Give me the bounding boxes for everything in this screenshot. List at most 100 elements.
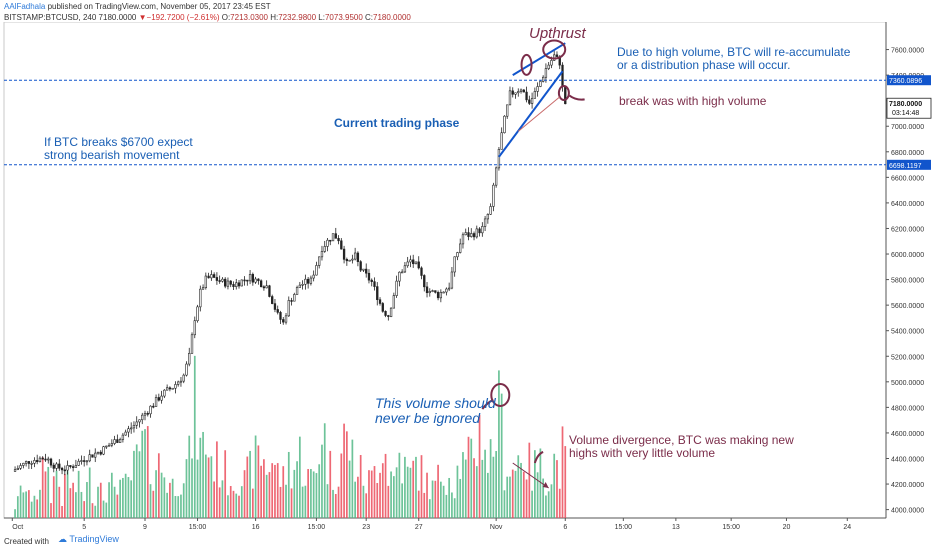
candle[interactable] [301, 283, 304, 286]
candle[interactable] [262, 286, 266, 289]
candle[interactable] [182, 374, 185, 382]
candle[interactable] [445, 288, 448, 293]
volume-bar[interactable] [473, 458, 475, 518]
volume-bar[interactable] [318, 464, 321, 518]
volume-bar[interactable] [345, 431, 348, 518]
candle[interactable] [434, 290, 437, 293]
volume-bar[interactable] [359, 455, 362, 518]
candle[interactable] [295, 287, 299, 295]
candle[interactable] [334, 233, 337, 239]
volume-bar[interactable] [456, 465, 459, 518]
candle[interactable] [459, 243, 462, 253]
candle[interactable] [530, 97, 534, 104]
candle[interactable] [287, 300, 290, 317]
volume-bar[interactable] [451, 492, 453, 518]
candle[interactable] [36, 460, 39, 462]
candle[interactable] [528, 99, 531, 104]
candle[interactable] [113, 439, 116, 444]
candle[interactable] [85, 460, 89, 463]
volume-bar[interactable] [119, 479, 121, 518]
volume-bar[interactable] [464, 459, 467, 518]
volume-bar[interactable] [495, 451, 498, 518]
candle[interactable] [110, 443, 113, 446]
candle[interactable] [420, 267, 423, 276]
candle[interactable] [177, 381, 180, 385]
volume-bar[interactable] [202, 431, 204, 518]
candle[interactable] [456, 252, 459, 258]
candle[interactable] [378, 299, 382, 304]
volume-bar[interactable] [420, 455, 423, 518]
candle[interactable] [464, 232, 467, 236]
candle[interactable] [326, 239, 329, 247]
volume-bar[interactable] [188, 435, 191, 518]
candle[interactable] [318, 256, 321, 266]
candle[interactable] [533, 91, 537, 99]
volume-bar[interactable] [36, 499, 39, 518]
volume-bar[interactable] [484, 449, 486, 518]
candle[interactable] [304, 278, 307, 285]
volume-bar[interactable] [517, 455, 520, 518]
candle[interactable] [259, 280, 263, 288]
candle[interactable] [367, 272, 371, 281]
volume-bar[interactable] [207, 457, 210, 518]
volume-bar[interactable] [39, 489, 41, 518]
candle[interactable] [439, 291, 443, 299]
volume-bar[interactable] [379, 472, 381, 518]
tradingview-logo[interactable]: ☁ TradingView [58, 534, 119, 544]
candle[interactable] [44, 458, 47, 461]
volume-bar[interactable] [437, 464, 439, 518]
volume-bar[interactable] [91, 503, 94, 518]
volume-bar[interactable] [467, 436, 470, 518]
candle[interactable] [83, 460, 86, 462]
candle[interactable] [116, 439, 119, 443]
volume-bar[interactable] [439, 481, 442, 518]
volume-bar[interactable] [445, 494, 448, 518]
candle[interactable] [94, 452, 97, 458]
candle[interactable] [472, 233, 476, 238]
volume-bar[interactable] [503, 490, 506, 518]
volume-bar[interactable] [357, 476, 359, 518]
volume-bar[interactable] [362, 485, 365, 518]
candle[interactable] [348, 259, 351, 262]
candle[interactable] [500, 132, 503, 150]
volume-bar[interactable] [116, 494, 119, 518]
volume-bar[interactable] [44, 471, 47, 518]
candle[interactable] [417, 261, 420, 269]
candle[interactable] [541, 76, 545, 82]
volume-bar[interactable] [141, 430, 144, 518]
candle[interactable] [30, 463, 33, 465]
volume-bar[interactable] [191, 458, 193, 518]
volume-bar[interactable] [16, 496, 19, 518]
volume-bar[interactable] [171, 478, 174, 518]
volume-bar[interactable] [528, 442, 531, 518]
volume-bar[interactable] [127, 477, 130, 518]
candle[interactable] [160, 395, 163, 401]
candle[interactable] [149, 405, 152, 415]
candle[interactable] [74, 465, 78, 468]
volume-bar[interactable] [83, 501, 86, 518]
volume-bar[interactable] [108, 482, 110, 518]
volume-bar[interactable] [216, 441, 218, 518]
candle[interactable] [157, 397, 160, 401]
volume-bar[interactable] [381, 463, 384, 518]
volume-bar[interactable] [251, 488, 254, 518]
volume-bar[interactable] [229, 486, 232, 518]
candle[interactable] [99, 451, 102, 455]
volume-bar[interactable] [144, 429, 146, 518]
candle[interactable] [522, 89, 525, 93]
candle[interactable] [154, 397, 158, 407]
candle[interactable] [353, 252, 357, 260]
volume-bar[interactable] [365, 493, 368, 518]
volume-bar[interactable] [329, 450, 332, 518]
candle[interactable] [171, 387, 174, 390]
candle[interactable] [71, 466, 75, 468]
volume-bar[interactable] [351, 439, 354, 518]
candle[interactable] [201, 287, 205, 290]
volume-bar[interactable] [88, 467, 91, 518]
volume-bar[interactable] [58, 486, 61, 518]
volume-bar[interactable] [564, 446, 567, 518]
candle[interactable] [254, 278, 257, 283]
candle[interactable] [204, 275, 207, 288]
candle[interactable] [235, 282, 238, 287]
volume-bar[interactable] [511, 469, 514, 518]
